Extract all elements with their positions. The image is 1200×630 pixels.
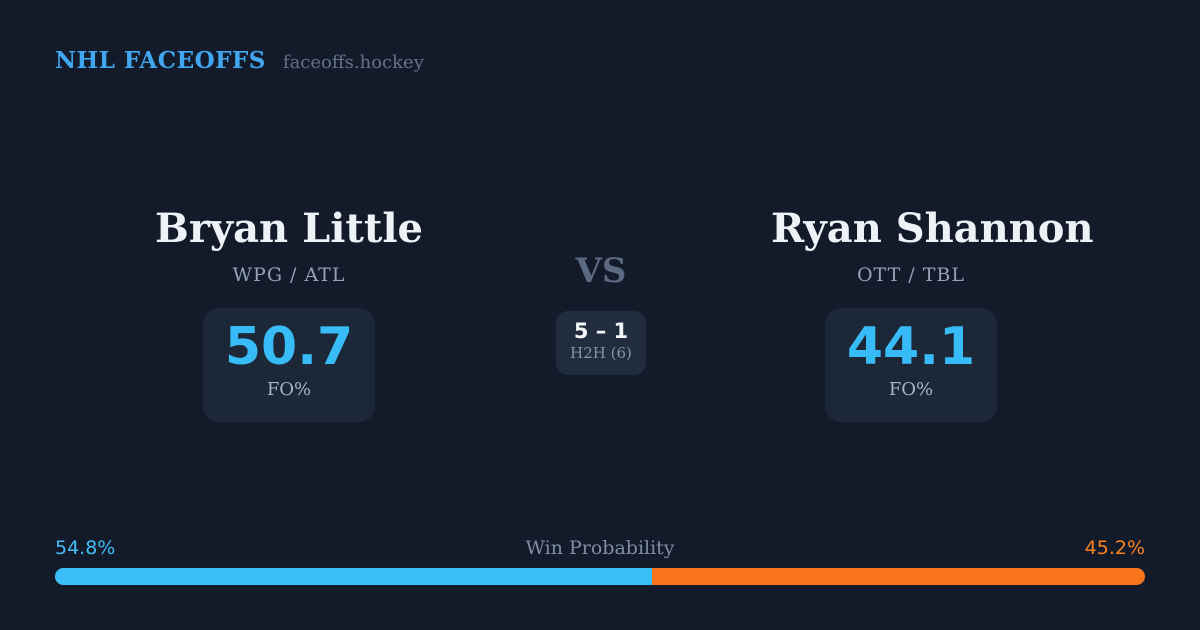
vs-label: VS bbox=[575, 251, 627, 291]
h2h-score: 5 – 1 bbox=[573, 319, 629, 343]
player-right-stat-value: 44.1 bbox=[846, 317, 976, 377]
header: NHL FACEOFFS faceoffs.hockey bbox=[55, 47, 424, 74]
win-bar-left-segment bbox=[55, 568, 653, 585]
brand-domain: faceoffs.hockey bbox=[282, 52, 424, 73]
win-probability-title: Win Probability bbox=[525, 537, 675, 559]
player-left-column: Bryan Little WPG / ATL 50.7 FO% bbox=[149, 205, 429, 422]
win-probability-labels: 54.8% Win Probability 45.2% bbox=[55, 533, 1145, 559]
win-probability-right-pct: 45.2% bbox=[1084, 537, 1145, 559]
player-right-teams: OTT / TBL bbox=[856, 264, 965, 286]
player-left-name: Bryan Little bbox=[155, 205, 423, 252]
player-left-stat-value: 50.7 bbox=[224, 317, 354, 377]
player-left-teams: WPG / ATL bbox=[232, 264, 346, 286]
win-probability-left-pct: 54.8% bbox=[55, 537, 116, 559]
player-right-name: Ryan Shannon bbox=[771, 205, 1094, 252]
center-column: VS 5 – 1 H2H (6) bbox=[521, 205, 681, 375]
player-right-stat-label: FO% bbox=[888, 379, 934, 400]
win-probability-bar bbox=[55, 568, 1145, 585]
player-right-column: Ryan Shannon OTT / TBL 44.1 FO% bbox=[771, 205, 1094, 422]
player-right-stat-box: 44.1 FO% bbox=[825, 308, 997, 422]
win-probability-section: 54.8% Win Probability 45.2% bbox=[55, 533, 1145, 585]
player-left-stat-label: FO% bbox=[266, 379, 312, 400]
h2h-box: 5 – 1 H2H (6) bbox=[556, 311, 646, 375]
h2h-label: H2H (6) bbox=[570, 344, 632, 362]
player-left-stat-box: 50.7 FO% bbox=[203, 308, 375, 422]
brand-title: NHL FACEOFFS bbox=[55, 47, 266, 74]
